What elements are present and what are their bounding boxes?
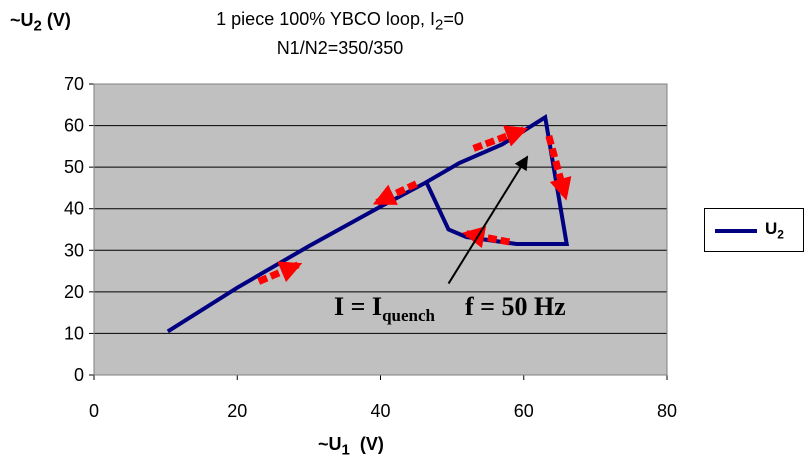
- chart-title-line2: N1/N2=350/350: [276, 37, 404, 58]
- plot-area: [94, 84, 667, 375]
- x-tick-label-40: 40: [370, 401, 390, 421]
- direction-arrow-2: [372, 180, 418, 206]
- direction-arrow-5: [462, 226, 511, 249]
- x-axis-label-unit: (V): [349, 434, 384, 454]
- direction-arrow-4: [545, 135, 572, 201]
- x-tick-label-80: 80: [657, 401, 677, 421]
- x-axis-label-sub: 1: [341, 441, 350, 459]
- y-tick-label-20: 20: [64, 282, 84, 302]
- chart-title: 1 piece 100% YBCO loop, I2=0 N1/N2=350/3…: [150, 8, 530, 59]
- direction-arrow-3: [472, 125, 528, 152]
- annotation-frequency: f = 50 Hz: [464, 292, 566, 321]
- y-tick-label-30: 30: [64, 240, 84, 260]
- y-axis-label-unit: (V): [41, 10, 71, 30]
- x-axis-label: ~U1 (V): [318, 434, 384, 459]
- y-tick-label-70: 70: [64, 74, 84, 94]
- x-tick-label-20: 20: [227, 401, 247, 421]
- legend-label-main: U: [765, 219, 778, 238]
- x-tick-label-0: 0: [89, 401, 99, 421]
- legend-swatch: [715, 229, 757, 233]
- y-axis-label-main: ~U: [10, 10, 34, 30]
- y-tick-label-0: 0: [74, 365, 84, 385]
- x-axis-label-main: ~U: [318, 434, 342, 454]
- plot-border: [93, 83, 668, 376]
- annotation-text: I = Iquench f = 50 Hz: [334, 292, 566, 326]
- title-text-suffix: =0: [443, 9, 464, 29]
- legend-label: U2: [765, 219, 784, 241]
- legend-label-sub: 2: [777, 227, 784, 242]
- direction-arrow-1: [257, 261, 303, 285]
- annotation-current: I = I: [334, 292, 383, 321]
- y-tick-label-50: 50: [64, 157, 84, 177]
- x-tick-label-60: 60: [514, 401, 534, 421]
- y-tick-label-60: 60: [64, 116, 84, 136]
- chart-title-line1: 1 piece 100% YBCO loop, I2=0: [150, 8, 530, 37]
- title-subscript: 2: [434, 16, 444, 34]
- y-axis-label-sub: 2: [33, 17, 42, 35]
- y-tick-label-40: 40: [64, 199, 84, 219]
- title-text: 1 piece 100% YBCO loop, I: [216, 9, 435, 29]
- annotation-current-sub: quench: [382, 306, 435, 326]
- annotation-pointer-arrow: [447, 155, 529, 285]
- y-axis-label: ~U2 (V): [10, 10, 71, 35]
- legend: U2: [704, 208, 804, 252]
- y-tick-label-10: 10: [64, 323, 84, 343]
